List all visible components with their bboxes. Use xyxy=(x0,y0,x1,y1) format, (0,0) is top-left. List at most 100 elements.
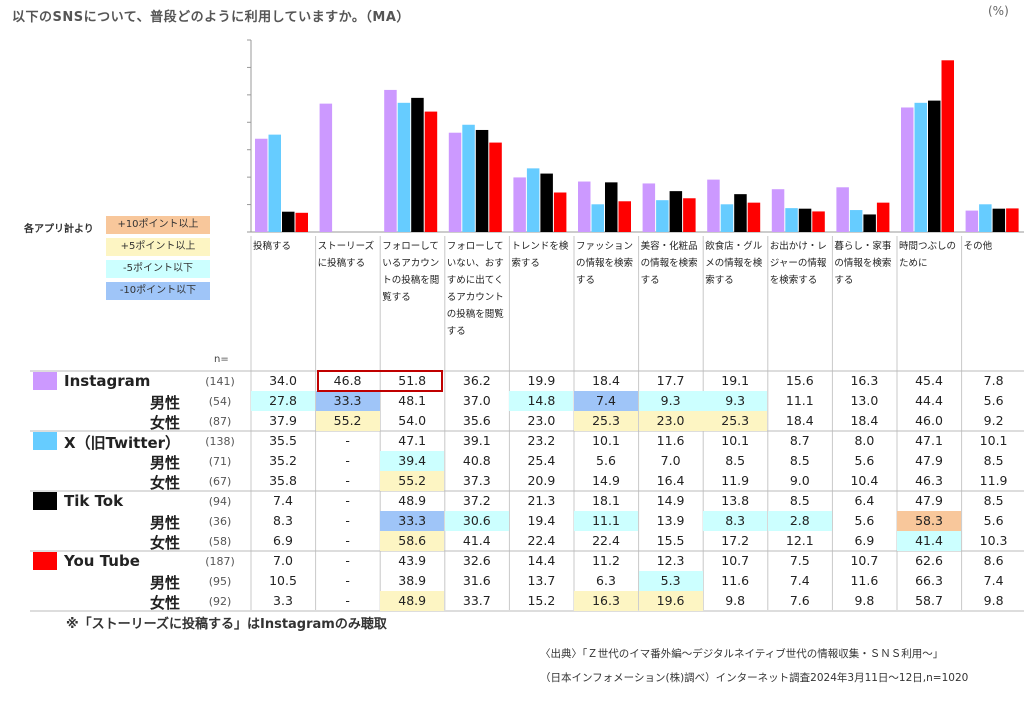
bar-xtwitter xyxy=(591,204,604,232)
table-cell: - xyxy=(345,493,350,508)
table-cell: 48.1 xyxy=(398,393,427,408)
bar-tiktok xyxy=(992,208,1006,232)
table-cell: 7.4 xyxy=(983,573,1004,588)
table-cell: 58.3 xyxy=(897,511,961,531)
table-cell: 9.8 xyxy=(725,593,746,608)
category-label-line: いない、おす xyxy=(446,258,504,269)
category-label-line: すめに出てく xyxy=(446,275,504,286)
table-cell: 12.3 xyxy=(656,553,685,568)
category-label: フォローして いるアカウン トの投稿を閲 覧する xyxy=(380,238,444,306)
category-label-line: その他 xyxy=(963,241,993,252)
table-cell: 14.9 xyxy=(592,473,620,488)
bar-tiktok xyxy=(734,194,747,232)
table-cell: 10.1 xyxy=(721,433,750,448)
table-cell: 13.0 xyxy=(850,393,879,408)
bar-instagram xyxy=(707,179,720,232)
table-cell: 9.8 xyxy=(854,593,875,608)
bar-xtwitter xyxy=(914,102,927,232)
table-cell: 47.9 xyxy=(915,453,943,468)
series-swatch xyxy=(33,552,57,570)
table-cell: 44.4 xyxy=(915,393,943,408)
bar-youtube xyxy=(683,198,696,232)
category-label: お出かけ・レ ジャーの情報 を検索する xyxy=(768,238,832,289)
table-cell: 17.2 xyxy=(721,533,750,548)
category-label-line: 暮らし・家事 xyxy=(834,241,892,252)
category-label-line: トレンドを検 xyxy=(511,241,569,252)
table-cell: 33.3 xyxy=(380,511,445,531)
bar-tiktok xyxy=(669,191,683,232)
table-cell: 22.4 xyxy=(592,533,620,548)
table-cell: 35.5 xyxy=(269,433,297,448)
table-cell: 55.2 xyxy=(380,471,445,491)
table-cell: 14.4 xyxy=(527,553,556,568)
bar-youtube xyxy=(295,212,308,232)
table-cell: 16.3 xyxy=(850,373,879,388)
category-label-line: に投稿する xyxy=(317,258,366,269)
bar-youtube xyxy=(876,202,890,232)
category-label: ファッション の情報を検索 する xyxy=(574,238,638,289)
bar-youtube xyxy=(812,211,825,232)
table-cell: - xyxy=(345,553,350,568)
table-cell: - xyxy=(345,513,350,528)
sample-size: (71) xyxy=(208,455,232,468)
sample-size: (138) xyxy=(205,435,235,448)
category-label-line: ストーリーズ xyxy=(317,241,375,252)
table-cell: 14.9 xyxy=(656,493,685,508)
category-label-line: ジャーの情報 xyxy=(769,258,827,269)
table-cell: 10.7 xyxy=(721,553,750,568)
bar-xtwitter xyxy=(720,204,734,232)
table-cell: 25.3 xyxy=(703,411,768,431)
table-cell: 10.7 xyxy=(850,553,879,568)
bar-instagram xyxy=(901,107,914,232)
table-cell: 43.9 xyxy=(398,553,427,568)
table-cell: 54.0 xyxy=(398,413,427,428)
gender-label: 女性 xyxy=(150,594,181,612)
table-cell: 39.1 xyxy=(462,433,491,448)
category-label-line: する xyxy=(640,275,660,286)
table-cell: 10.3 xyxy=(979,533,1008,548)
category-label: トレンドを検 索する xyxy=(509,238,573,272)
table-cell: 12.1 xyxy=(785,533,814,548)
series-name: Tik Tok xyxy=(64,492,124,510)
table-cell: 15.6 xyxy=(785,373,814,388)
bar-instagram xyxy=(255,138,268,232)
table-cell: 48.9 xyxy=(398,493,427,508)
legend-title: 各アプリ計より xyxy=(24,224,94,235)
table-cell: - xyxy=(345,533,350,548)
sample-size: (92) xyxy=(208,595,232,608)
bar-youtube xyxy=(1006,208,1019,232)
gender-label: 女性 xyxy=(150,414,181,432)
category-label-line: 索する xyxy=(705,275,734,286)
table-cell: 58.6 xyxy=(380,531,445,551)
bar-tiktok xyxy=(411,97,424,232)
bar-youtube xyxy=(747,202,761,232)
table-cell: 48.9 xyxy=(380,591,445,611)
table-cell: 23.0 xyxy=(638,411,703,431)
table-cell: 2.8 xyxy=(767,511,832,531)
table-cell: 7.5 xyxy=(789,553,810,568)
legend-item-minus5: -5ポイント以下 xyxy=(106,260,210,278)
table-cell: 51.8 xyxy=(398,373,427,388)
bar-instagram xyxy=(384,89,397,232)
category-label-line: 索する xyxy=(511,258,540,269)
category-label: 時間つぶしの ために xyxy=(897,238,961,272)
category-label: その他 xyxy=(962,238,1024,255)
table-cell: 55.2 xyxy=(315,411,380,431)
table-cell: 58.7 xyxy=(915,593,943,608)
table-cell: 30.6 xyxy=(444,511,509,531)
category-label-line: の投稿を閲覧 xyxy=(446,309,504,320)
table-cell: 8.5 xyxy=(789,453,810,468)
table-cell: 41.4 xyxy=(462,533,491,548)
table-cell: 7.0 xyxy=(660,453,681,468)
legend-item-minus10: -10ポイント以下 xyxy=(106,282,210,300)
table-cell: 10.5 xyxy=(269,573,297,588)
emphasis-box xyxy=(317,370,443,392)
bar-instagram xyxy=(642,183,656,232)
table-cell: 13.7 xyxy=(527,573,556,588)
table-cell: 23.0 xyxy=(527,413,556,428)
category-label-line: ファッション xyxy=(576,241,634,252)
table-cell: 5.6 xyxy=(983,393,1004,408)
gender-label: 男性 xyxy=(150,394,181,412)
table-cell: 18.4 xyxy=(592,373,620,388)
bar-instagram xyxy=(965,210,979,232)
